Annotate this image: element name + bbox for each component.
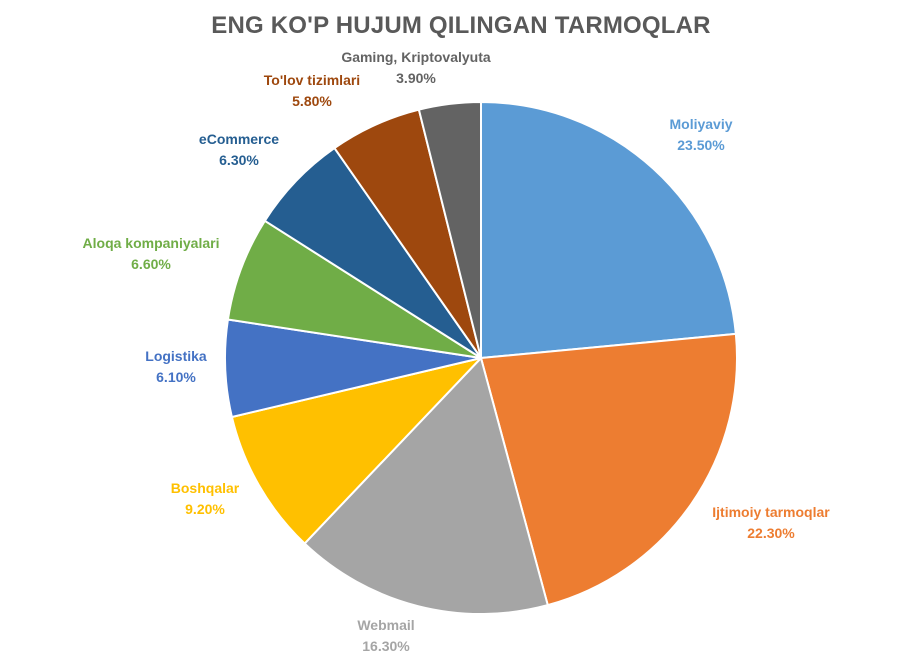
slice-value: 6.30% xyxy=(219,152,259,168)
chart-title: ENG KO'P HUJUM QILINGAN TARMOQLAR xyxy=(211,12,711,39)
data-label-ecommerce: eCommerce 6.30% xyxy=(199,131,279,168)
slice-value: 16.30% xyxy=(362,638,410,654)
data-label-webmail: Webmail 16.30% xyxy=(357,617,414,654)
slice-name: Boshqalar xyxy=(171,480,240,496)
slice-value: 6.60% xyxy=(131,256,171,272)
slice-name: Logistika xyxy=(145,348,207,364)
data-label-gaming-kriptovalyuta: Gaming, Kriptovalyuta 3.90% xyxy=(341,49,491,86)
pie-slice-gaming-kriptovalyuta xyxy=(417,101,482,359)
slice-name: Ijtimoiy tarmoqlar xyxy=(712,504,830,520)
pie-labels: Moliyaviy 23.50% Ijtimoiy tarmoqlar 22.30% W… xyxy=(83,49,831,654)
slice-value: 5.80% xyxy=(292,93,332,109)
pie-slice-ijtimoiy-tarmoqlar xyxy=(480,332,738,607)
pie-slice-moliyaviy xyxy=(480,101,737,359)
slice-value: 6.10% xyxy=(156,369,196,385)
pie-slices xyxy=(224,101,738,615)
slice-value: 23.50% xyxy=(677,137,725,153)
slice-name: To'lov tizimlari xyxy=(264,72,360,88)
slice-value: 3.90% xyxy=(396,70,436,86)
slice-value: 9.20% xyxy=(185,501,225,517)
data-label-moliyaviy: Moliyaviy 23.50% xyxy=(669,116,732,153)
slice-name: Aloqa kompaniyalari xyxy=(83,235,220,251)
data-label-boshqalar: Boshqalar 9.20% xyxy=(171,480,240,517)
data-label-to-lov-tizimlari: To'lov tizimlari 5.80% xyxy=(264,72,360,109)
slice-name: eCommerce xyxy=(199,131,279,147)
pie-slice-webmail xyxy=(303,357,549,615)
data-label-aloqa-kompaniyalari: Aloqa kompaniyalari 6.60% xyxy=(83,235,220,272)
slice-name: Moliyaviy xyxy=(669,116,732,132)
data-label-ijtimoiy-tarmoqlar: Ijtimoiy tarmoqlar 22.30% xyxy=(712,504,830,541)
data-label-logistika: Logistika 6.10% xyxy=(145,348,207,385)
slice-name: Webmail xyxy=(357,617,414,633)
slice-value: 22.30% xyxy=(747,525,795,541)
slice-name: Gaming, Kriptovalyuta xyxy=(341,49,491,65)
pie-slice-boshqalar xyxy=(230,357,482,545)
